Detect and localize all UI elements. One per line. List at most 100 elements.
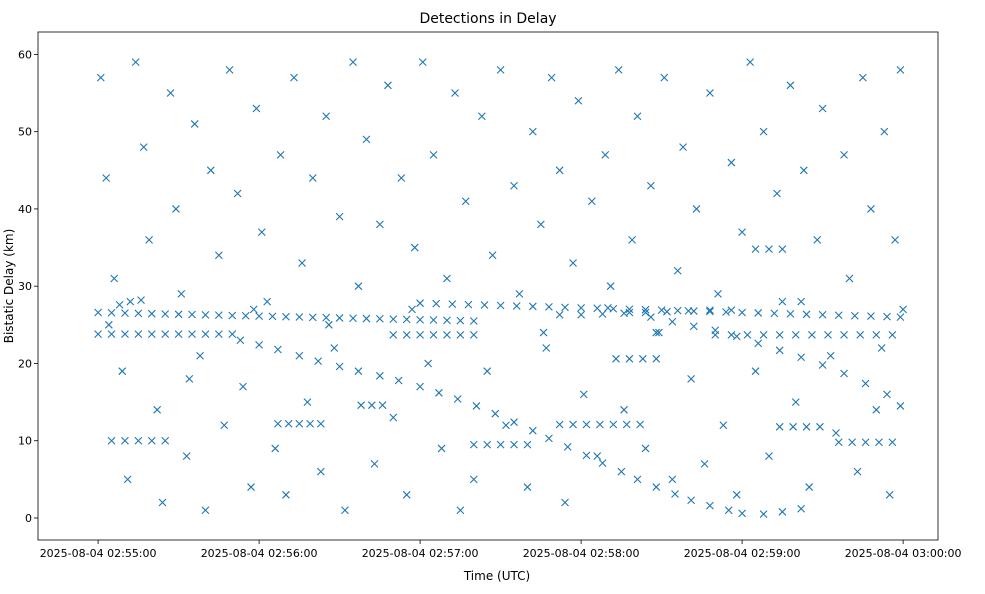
- data-point: [389, 413, 398, 422]
- y-tick-label: 40: [18, 203, 32, 216]
- data-point: [282, 490, 290, 499]
- data-point: [316, 419, 325, 428]
- data-point: [885, 490, 894, 499]
- data-point: [840, 369, 848, 378]
- data-point: [609, 420, 618, 429]
- data-point: [802, 310, 811, 319]
- data-point: [684, 307, 693, 315]
- data-point: [314, 357, 323, 366]
- data-point: [845, 274, 854, 283]
- data-point: [598, 459, 607, 468]
- data-point: [759, 330, 768, 339]
- data-point: [652, 354, 661, 363]
- data-point: [727, 158, 736, 167]
- data-point: [335, 314, 344, 322]
- data-point: [759, 510, 768, 519]
- data-point: [563, 443, 572, 451]
- data-point: [510, 418, 518, 427]
- data-point: [389, 315, 398, 323]
- data-point: [145, 235, 153, 244]
- data-point: [249, 305, 258, 314]
- data-point: [228, 311, 237, 320]
- data-point: [214, 251, 223, 260]
- data-point: [402, 490, 411, 499]
- data-point: [770, 309, 779, 318]
- data-point: [824, 330, 832, 339]
- data-point: [335, 362, 344, 371]
- data-point: [456, 330, 465, 339]
- data-point: [303, 398, 312, 406]
- data-point: [848, 438, 857, 447]
- data-point: [268, 312, 277, 321]
- data-point: [555, 420, 564, 429]
- data-point: [628, 235, 636, 244]
- data-point: [480, 301, 489, 309]
- data-point: [714, 290, 722, 298]
- data-point: [121, 436, 129, 445]
- data-point: [614, 65, 623, 74]
- data-point: [743, 330, 752, 339]
- data-point: [161, 436, 170, 445]
- data-point: [443, 274, 451, 283]
- data-point: [295, 313, 304, 321]
- data-point: [759, 127, 768, 136]
- data-point: [778, 297, 787, 306]
- data-point: [469, 475, 478, 484]
- data-point: [547, 73, 556, 82]
- data-point: [861, 379, 870, 388]
- data-point: [582, 420, 591, 429]
- data-point: [687, 375, 696, 383]
- data-point: [797, 297, 806, 306]
- data-point: [298, 259, 306, 267]
- data-point: [107, 308, 116, 317]
- data-point: [880, 127, 889, 136]
- data-point: [107, 436, 116, 445]
- data-point: [247, 483, 255, 491]
- x-tick-label: 2025-08-04 02:56:00: [201, 547, 318, 560]
- data-point: [284, 419, 293, 428]
- data-point: [706, 89, 714, 97]
- data-point: [496, 65, 505, 74]
- data-point: [324, 320, 333, 329]
- data-point: [182, 452, 191, 461]
- data-point: [370, 460, 379, 468]
- data-point: [689, 322, 698, 331]
- data-point: [461, 197, 470, 206]
- data-point: [228, 330, 237, 338]
- data-point: [496, 301, 505, 310]
- data-point: [738, 308, 747, 317]
- data-point: [545, 303, 553, 311]
- data-point: [789, 422, 797, 431]
- data-point: [732, 490, 741, 499]
- data-point: [416, 330, 424, 339]
- data-point: [834, 311, 843, 320]
- data-point: [330, 344, 339, 352]
- x-tick-label: 2025-08-04 03:00:00: [845, 547, 962, 560]
- data-point: [652, 483, 661, 491]
- data-point: [657, 306, 666, 315]
- data-point: [295, 419, 304, 428]
- data-point: [802, 422, 811, 431]
- data-point: [158, 498, 167, 507]
- data-point: [523, 440, 532, 449]
- data-point: [188, 310, 196, 319]
- data-point: [732, 332, 741, 341]
- data-point: [512, 302, 521, 310]
- data-point: [724, 506, 733, 515]
- data-point: [826, 351, 835, 360]
- data-point: [727, 330, 736, 339]
- data-point: [706, 307, 714, 316]
- data-point: [510, 440, 518, 449]
- data-point: [579, 390, 588, 399]
- data-point: [738, 228, 747, 236]
- y-tick-label: 10: [18, 435, 32, 448]
- data-point: [233, 189, 242, 198]
- data-point: [646, 181, 655, 190]
- data-point: [872, 330, 881, 339]
- series-track-descending-2: [604, 303, 905, 410]
- data-point: [818, 104, 827, 113]
- data-point: [673, 306, 682, 315]
- data-point: [201, 506, 210, 515]
- data-point: [574, 96, 583, 105]
- data-point: [888, 438, 897, 447]
